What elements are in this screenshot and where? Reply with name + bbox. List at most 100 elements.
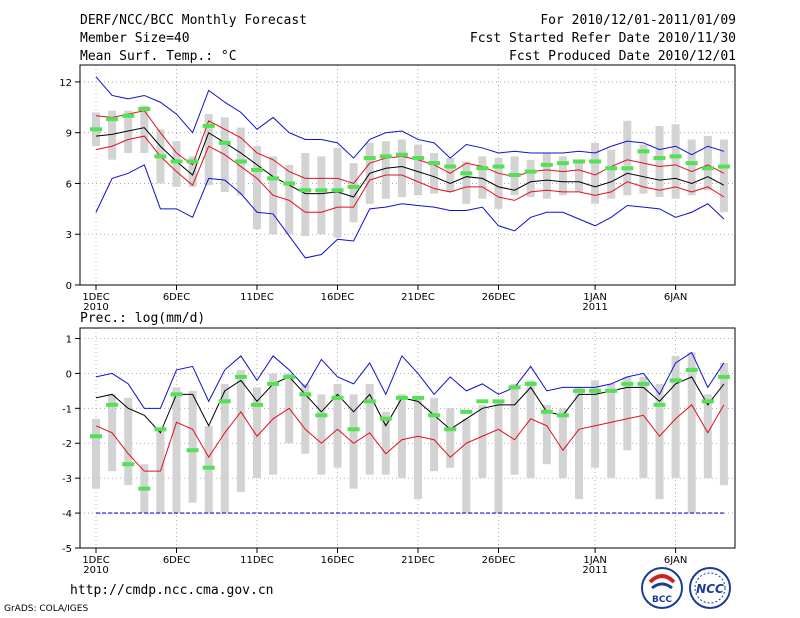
median-mark [653, 156, 666, 161]
spread-box [639, 376, 648, 479]
median-mark [283, 181, 296, 186]
median-mark [605, 388, 618, 393]
median-mark [234, 159, 247, 164]
chart-title: DERF/NCC/BCC Monthly Forecast [80, 13, 307, 28]
median-mark [90, 127, 102, 132]
median-mark [589, 388, 602, 393]
spread-box [301, 153, 310, 236]
median-mark [701, 399, 714, 404]
y-tick-label: 0 [66, 281, 72, 292]
spread-box [719, 139, 728, 213]
median-mark [460, 171, 473, 176]
spread-box [526, 380, 535, 479]
spread-box [558, 408, 567, 479]
median-mark [540, 162, 553, 167]
source-url[interactable]: http://cmdp.ncc.cma.gov.cn [70, 583, 274, 598]
x-tick-label: 26DEC [482, 292, 516, 303]
series-min-line [95, 164, 725, 259]
median-mark [267, 381, 280, 386]
spread-box [188, 390, 197, 503]
series-mean-sd-line [95, 404, 725, 472]
median-mark [218, 140, 231, 145]
median-mark [170, 392, 183, 397]
median-mark [428, 161, 441, 166]
x-tick-year-label: 2011 [582, 302, 607, 313]
x-tick-year-label: 2010 [83, 565, 108, 576]
spread-box [349, 163, 358, 223]
median-mark [251, 167, 263, 172]
spread-box [140, 105, 149, 153]
spread-box [108, 110, 117, 160]
median-mark [122, 462, 135, 467]
bcc-logo-text: BCC [652, 595, 672, 605]
x-tick-label: 16DEC [321, 555, 355, 566]
y-tick-label: -4 [62, 509, 72, 520]
series-mean-sd-line [95, 135, 725, 213]
median-mark [202, 465, 215, 470]
spread-box [172, 387, 181, 514]
median-mark [154, 154, 167, 159]
spread-box [317, 156, 326, 235]
median-mark [460, 409, 473, 414]
spread-box [430, 153, 439, 194]
x-tick-label: 6DEC [163, 555, 190, 566]
median-mark [267, 176, 280, 181]
spread-box [92, 418, 100, 489]
median-mark [395, 152, 408, 157]
spread-box [446, 158, 455, 192]
spread-box [687, 352, 696, 514]
y-tick-label: 0 [66, 369, 72, 380]
y-tick-label: 6 [66, 179, 72, 190]
spread-box [333, 383, 342, 468]
median-mark [138, 486, 151, 491]
median-mark [556, 413, 569, 418]
median-mark [234, 374, 247, 379]
spread-box [397, 394, 406, 479]
x-tick-year-label: 2011 [582, 565, 607, 576]
spread-box [607, 149, 616, 199]
spread-box [124, 397, 133, 486]
median-mark [508, 385, 521, 390]
median-mark [202, 123, 215, 128]
median-mark [122, 113, 135, 118]
median-mark [621, 166, 634, 171]
spread-box [172, 141, 181, 187]
grads-credit: GrADS: COLA/IGES [4, 604, 89, 614]
y-tick-label: 1 [66, 334, 72, 345]
median-mark [556, 161, 569, 166]
spread-box [317, 394, 326, 475]
spread-box [558, 156, 567, 196]
precip-variable-label: Prec.: log(mm/d) [80, 311, 206, 326]
median-mark [347, 184, 360, 189]
spread-box [301, 383, 310, 454]
median-mark [669, 154, 682, 159]
spread-box [381, 411, 390, 475]
spread-box [253, 146, 261, 230]
median-mark [476, 166, 489, 171]
spread-box [542, 404, 551, 465]
series-max-line [95, 351, 725, 409]
x-tick-year-label: 2010 [83, 302, 108, 313]
x-tick-label: 11DEC [240, 292, 274, 303]
median-mark [379, 416, 392, 421]
median-mark [218, 399, 231, 404]
spread-box [623, 120, 632, 196]
median-mark [331, 188, 344, 193]
spread-box [478, 404, 487, 479]
x-tick-label: 1DEC [82, 555, 109, 566]
median-mark [653, 402, 666, 407]
median-mark [379, 154, 392, 159]
median-mark [186, 159, 199, 164]
spread-box [671, 124, 680, 199]
spread-box [253, 387, 261, 479]
spread-box [623, 376, 632, 451]
median-mark [717, 164, 730, 169]
spread-box [591, 380, 600, 468]
x-tick-label: 6DEC [163, 292, 190, 303]
spread-box [526, 159, 535, 197]
median-mark [395, 395, 408, 400]
median-mark [637, 381, 650, 386]
median-mark [315, 188, 328, 193]
